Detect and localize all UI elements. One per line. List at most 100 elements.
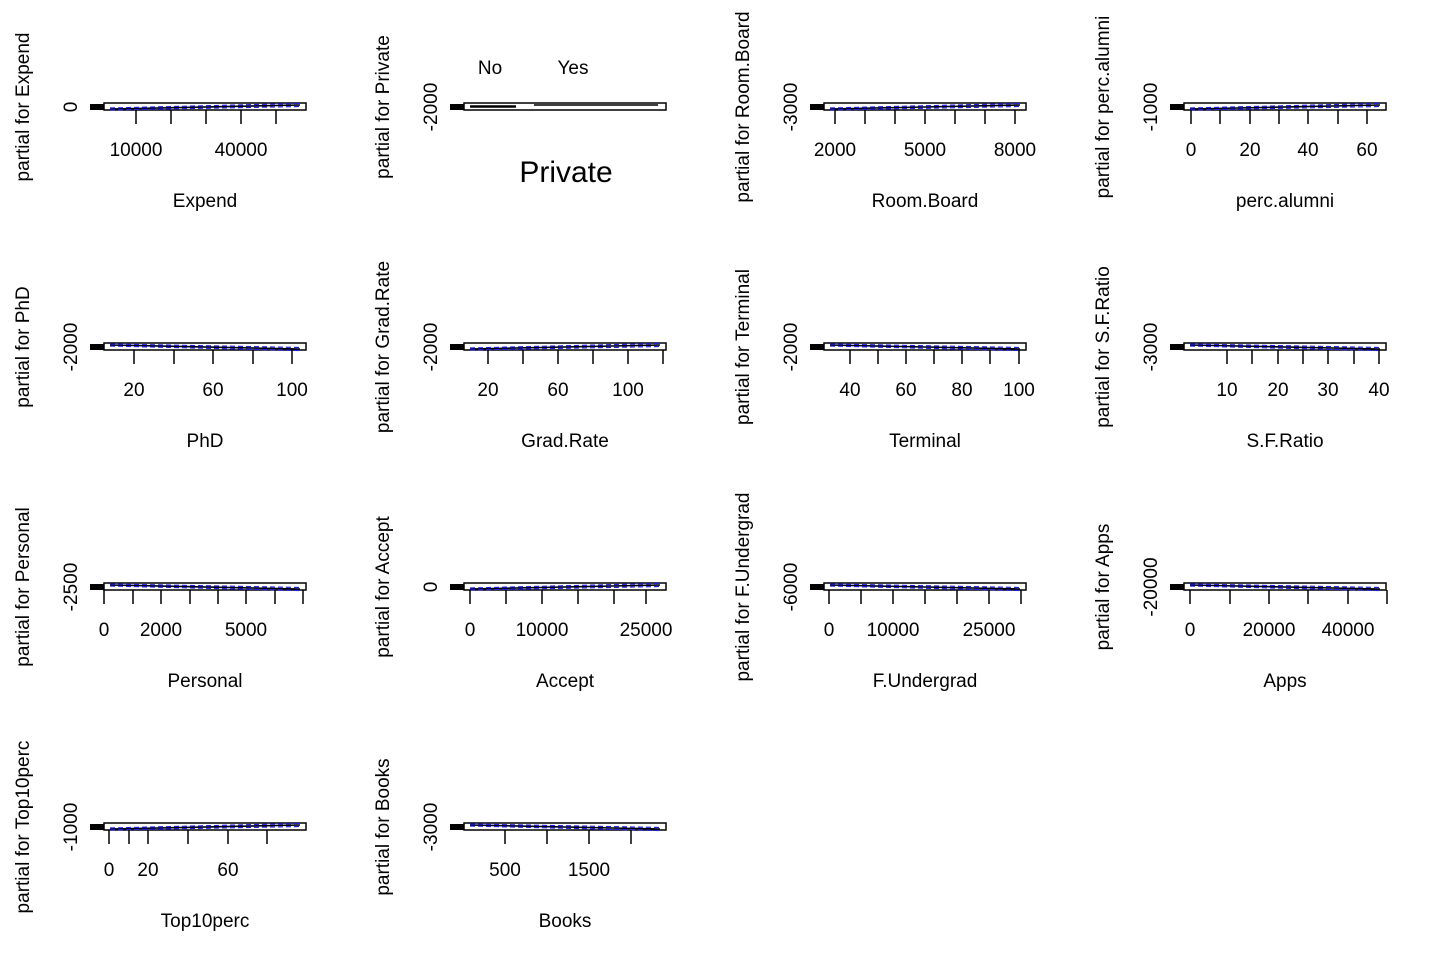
x-tick-label: 0 bbox=[824, 620, 835, 641]
panel-private bbox=[450, 102, 667, 111]
x-tick-label: 40 bbox=[839, 380, 860, 401]
x-axis-label: Top10perc bbox=[161, 911, 250, 932]
y-tick-label: -3000 bbox=[1141, 323, 1162, 372]
fit-line bbox=[109, 824, 301, 830]
rug-marks bbox=[90, 824, 104, 830]
panel-apps bbox=[1170, 582, 1388, 604]
y-axis-label: partial for Room.Board bbox=[733, 11, 754, 202]
y-tick-label: -6000 bbox=[781, 563, 802, 612]
y-tick-label: -2000 bbox=[781, 323, 802, 372]
x-tick-label: 40 bbox=[1297, 140, 1318, 161]
plot-frame bbox=[103, 822, 307, 831]
panel-personal bbox=[90, 582, 307, 604]
x-tick-label: 25000 bbox=[620, 620, 673, 641]
x-axis-label: Books bbox=[539, 911, 592, 932]
y-axis-label: partial for Apps bbox=[1093, 524, 1114, 651]
panel-expend bbox=[90, 102, 307, 124]
fit-line bbox=[469, 824, 661, 830]
x-tick-label: 25000 bbox=[963, 620, 1016, 641]
x-tick-label: 20 bbox=[477, 380, 498, 401]
x-tick-label: 5000 bbox=[904, 140, 946, 161]
plot-frame bbox=[1183, 342, 1387, 351]
y-tick-label: -2500 bbox=[61, 563, 82, 612]
x-tick-label: 10 bbox=[1216, 380, 1237, 401]
fit-line bbox=[829, 584, 1021, 590]
x-tick-label: 20 bbox=[1239, 140, 1260, 161]
category-label-no: No bbox=[478, 58, 502, 79]
rug-marks bbox=[450, 824, 464, 830]
x-axis-label: perc.alumni bbox=[1236, 191, 1334, 212]
y-tick-label: 0 bbox=[61, 102, 82, 113]
rug-marks bbox=[450, 344, 464, 350]
plot-frame bbox=[823, 342, 1027, 351]
panel-phd bbox=[90, 342, 307, 364]
x-tick-label: 0 bbox=[465, 620, 476, 641]
x-tick-label: 0 bbox=[99, 620, 110, 641]
y-axis-label: partial for Books bbox=[373, 758, 394, 895]
rug-marks bbox=[810, 344, 824, 350]
y-tick-label: -2000 bbox=[421, 323, 442, 372]
y-axis-label: partial for S.F.Ratio bbox=[1093, 266, 1114, 428]
x-tick-label: 10000 bbox=[867, 620, 920, 641]
x-axis-label: F.Undergrad bbox=[873, 671, 978, 692]
y-tick-label: -3000 bbox=[421, 803, 442, 852]
plot-frame bbox=[463, 822, 667, 831]
y-axis-label: partial for perc.alumni bbox=[1093, 16, 1114, 199]
plot-frame bbox=[463, 102, 667, 111]
x-tick-label: 40 bbox=[1368, 380, 1389, 401]
fit-line bbox=[109, 104, 301, 110]
y-tick-label: -20000 bbox=[1141, 557, 1162, 616]
y-tick-label: -3000 bbox=[781, 83, 802, 132]
panel-top10perc bbox=[90, 822, 307, 844]
x-tick-label: 10000 bbox=[516, 620, 569, 641]
x-tick-label: 8000 bbox=[994, 140, 1036, 161]
x-tick-label: 60 bbox=[1356, 140, 1377, 161]
y-axis-label: partial for Accept bbox=[373, 516, 394, 658]
panel-accept bbox=[450, 582, 667, 604]
x-tick-label: 20 bbox=[1267, 380, 1288, 401]
x-tick-label: 100 bbox=[1003, 380, 1035, 401]
x-tick-label: 40000 bbox=[1322, 620, 1375, 641]
y-tick-label: 0 bbox=[421, 582, 442, 593]
x-tick-label: 60 bbox=[895, 380, 916, 401]
x-tick-label: 500 bbox=[489, 860, 521, 881]
y-axis-label: partial for Personal bbox=[13, 507, 34, 666]
x-tick-label: 60 bbox=[217, 860, 238, 881]
x-tick-label: 60 bbox=[547, 380, 568, 401]
rug-marks bbox=[450, 104, 464, 110]
rug-marks bbox=[1170, 344, 1184, 350]
fit-line bbox=[1189, 104, 1381, 110]
y-axis-label: partial for Private bbox=[373, 35, 394, 179]
category-label-yes: Yes bbox=[558, 58, 589, 79]
rug-marks bbox=[450, 584, 464, 590]
rug-marks bbox=[90, 584, 104, 590]
x-tick-label: 100 bbox=[612, 380, 644, 401]
y-axis-label: partial for Terminal bbox=[733, 269, 754, 425]
x-tick-label: 0 bbox=[104, 860, 115, 881]
x-axis-label: Accept bbox=[536, 671, 595, 692]
x-axis-label: Expend bbox=[173, 191, 237, 212]
x-tick-label: 100 bbox=[276, 380, 308, 401]
x-axis-label: Room.Board bbox=[872, 191, 979, 212]
x-tick-label: 0 bbox=[1185, 620, 1196, 641]
rug-marks bbox=[90, 104, 104, 110]
x-tick-label: 2000 bbox=[814, 140, 856, 161]
x-tick-label: 0 bbox=[1186, 140, 1197, 161]
x-tick-label: 5000 bbox=[225, 620, 267, 641]
x-tick-label: 10000 bbox=[110, 140, 163, 161]
rug-marks bbox=[810, 584, 824, 590]
x-tick-label: 30 bbox=[1317, 380, 1338, 401]
plot-frame bbox=[463, 342, 667, 351]
fit-line bbox=[1189, 584, 1381, 590]
rug-marks bbox=[1170, 584, 1184, 590]
fit-line bbox=[829, 344, 1021, 350]
y-axis-label: partial for Grad.Rate bbox=[373, 261, 394, 433]
panel-terminal bbox=[810, 342, 1027, 364]
fit-line bbox=[1189, 344, 1381, 350]
x-tick-label: 2000 bbox=[140, 620, 182, 641]
panel-s-f-ratio bbox=[1170, 342, 1387, 364]
fit-line bbox=[109, 584, 301, 590]
plot-frame bbox=[463, 582, 667, 591]
panel-perc-alumni bbox=[1170, 102, 1387, 124]
